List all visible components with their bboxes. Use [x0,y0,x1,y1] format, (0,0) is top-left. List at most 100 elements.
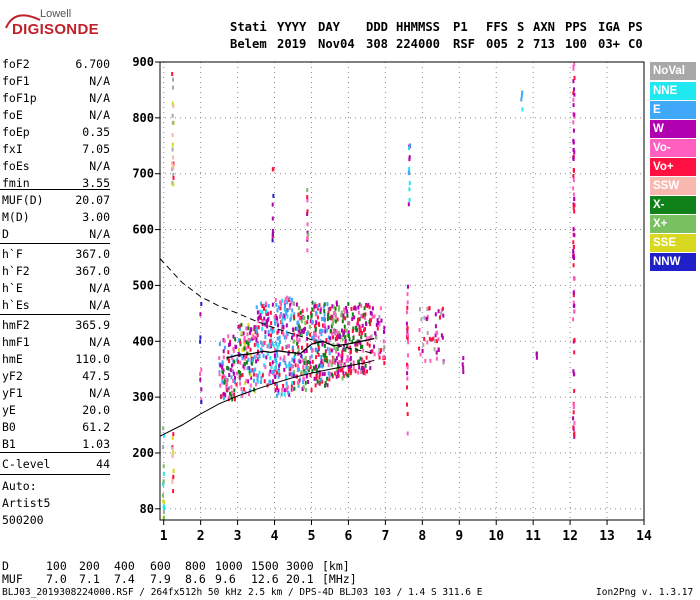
header-value: Nov04 [318,37,355,51]
echo-point [274,357,277,362]
echo-point [306,343,309,348]
echo-point [272,193,275,198]
echo-point [234,376,236,380]
header-value: Belem [230,37,267,51]
echo-point [357,305,360,310]
echo-point [314,383,317,388]
echo-point [250,368,253,373]
echo-point [311,348,313,353]
echo-point [245,354,248,359]
echo-point [239,371,242,375]
echo-point [254,367,257,372]
echo-point [361,323,364,328]
echo-point [228,359,231,363]
echo-point [407,340,410,345]
echo-point [280,392,283,397]
echo-point [271,238,274,243]
echo-point [338,305,341,310]
echo-point [276,319,279,323]
echo-point [317,335,320,340]
echo-point [288,372,291,377]
echo-point [256,330,259,335]
echo-point [572,293,575,298]
echo-point [241,347,244,352]
echo-point [222,396,225,401]
echo-point [362,367,365,372]
echo-point [356,348,359,353]
echo-point [317,342,320,347]
echo-point [285,323,288,328]
echo-point [359,356,362,361]
echo-point [275,341,278,346]
autoscaling-artist: Artist5 [2,496,51,510]
header-value: 224000 [396,37,441,51]
echo-point [228,342,230,347]
echo-point [267,332,270,337]
param-name: yE [2,403,16,417]
echo-point [298,326,301,330]
muf-d-value: 600 [150,559,171,573]
echo-point [361,369,364,374]
echo-point [242,364,245,369]
param-row: foF1p N/A [2,91,110,106]
muf-d-value: 1000 [215,559,243,573]
header-value: 713 [533,37,556,51]
echo-point [172,172,175,177]
param-name: B1 [2,437,16,451]
param-value: 44 [96,457,110,471]
header-label: AXN [533,20,556,34]
echo-point [171,476,174,481]
echo-point [344,338,347,343]
echo-point [304,356,307,361]
echo-point [426,340,429,345]
echo-point [171,167,174,172]
echo-point [172,175,175,180]
echo-point [226,365,229,370]
echo-point [321,317,323,321]
echo-point [572,248,575,253]
echo-point [172,155,174,160]
echo-point [254,389,257,394]
echo-point [162,445,165,450]
echo-point [232,371,235,376]
param-row: h`Es N/A [2,298,110,313]
echo-point [221,375,224,380]
echo-point [323,304,325,309]
echo-point [307,366,310,370]
echo-point [250,375,253,380]
echo-point [245,326,248,331]
echo-point [434,312,437,317]
echo-point [572,369,575,374]
echo-point [287,351,290,356]
echo-point [248,368,251,373]
echo-point [360,313,363,318]
echo-point [572,317,575,322]
echo-point [535,351,538,356]
echo-point [311,300,314,305]
echo-point [323,302,326,307]
echo-point [317,304,319,309]
echo-point [420,317,423,322]
echo-point [406,412,409,417]
echo-point [306,198,309,203]
echo-point [572,186,575,191]
echo-point [283,355,286,360]
echo-point [361,344,364,349]
echo-point [318,381,321,386]
echo-point [360,370,363,374]
echo-point [233,359,236,364]
echo-point [342,347,345,352]
echo-point [572,300,575,305]
echo-point [171,435,174,440]
echo-point [307,360,310,364]
echo-point [298,337,301,342]
echo-point [435,356,438,361]
echo-point [225,378,228,383]
echo-point [291,335,293,340]
echo-point [377,352,380,357]
param-name: fmin [2,176,30,190]
echo-point [274,374,277,379]
echo-point [227,366,230,371]
echo-point [368,319,371,324]
legend-item-nne: NNE [650,82,696,100]
